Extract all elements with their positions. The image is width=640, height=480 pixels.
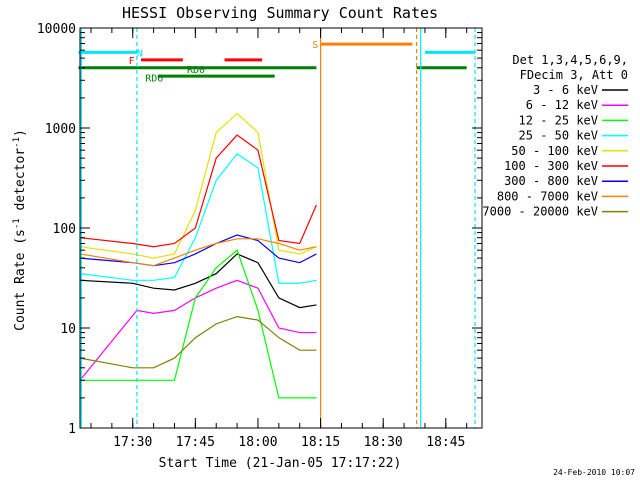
y-tick-label: 1000 xyxy=(45,122,76,137)
y-tick-label: 10000 xyxy=(37,22,76,37)
legend-label: 12 - 25 keV xyxy=(519,113,598,127)
flag-label: RD0 xyxy=(187,65,205,76)
legend-label: 7000 - 20000 keV xyxy=(482,205,598,219)
flags-layer: NF RD0 RD6 S xyxy=(78,40,476,84)
series-line xyxy=(79,315,317,369)
x-tick-label: 18:15 xyxy=(301,435,340,450)
series-line xyxy=(79,253,317,309)
series-line xyxy=(79,153,317,284)
legend: Det 1,3,4,5,6,9, FDecim 3, Att 0 3 - 6 k… xyxy=(482,53,628,219)
y-tick-label: 100 xyxy=(53,222,76,237)
flag-label: F xyxy=(129,56,135,67)
flag-label: N xyxy=(137,48,143,59)
legend-label: 3 - 6 keV xyxy=(533,83,598,97)
legend-label: 50 - 100 keV xyxy=(511,144,598,158)
chart-title: HESSI Observing Summary Count Rates xyxy=(122,4,438,22)
flag-label: S xyxy=(312,40,318,51)
y-axis-ticks: 1 10 100 1000 10000 xyxy=(37,22,482,437)
series-line xyxy=(79,134,317,248)
x-tick-label: 18:00 xyxy=(238,435,277,450)
y-axis-label: Count Rate (s-1 detector-1) xyxy=(12,129,28,331)
x-tick-label: 18:45 xyxy=(426,435,465,450)
legend-label: 800 - 7000 keV xyxy=(497,189,598,203)
legend-label: 6 - 12 keV xyxy=(526,98,598,112)
series-line xyxy=(79,238,317,267)
x-tick-label: 17:30 xyxy=(113,435,152,450)
flag-label: RD6 xyxy=(145,73,163,84)
legend-label: 300 - 800 keV xyxy=(504,174,598,188)
series-line xyxy=(79,112,317,259)
y-tick-label: 1 xyxy=(68,422,76,437)
traces-layer xyxy=(79,112,317,399)
legend-label: 25 - 50 keV xyxy=(519,129,598,143)
x-tick-label: 17:45 xyxy=(176,435,215,450)
series-line xyxy=(79,279,317,381)
x-axis-ticks: 17:30 17:45 18:00 18:15 18:30 18:45 xyxy=(90,28,468,450)
y-tick-label: 10 xyxy=(60,322,76,337)
series-line xyxy=(80,249,317,399)
x-axis-label: Start Time (21-Jan-05 17:17:22) xyxy=(159,456,402,471)
legend-label: 100 - 300 keV xyxy=(504,159,598,173)
legend-header-1: Det 1,3,4,5,6,9, xyxy=(512,53,628,67)
legend-header-2: FDecim 3, Att 0 xyxy=(520,68,628,82)
x-tick-label: 18:30 xyxy=(364,435,403,450)
footer-date: 24-Feb-2010 10:07 xyxy=(553,468,635,477)
